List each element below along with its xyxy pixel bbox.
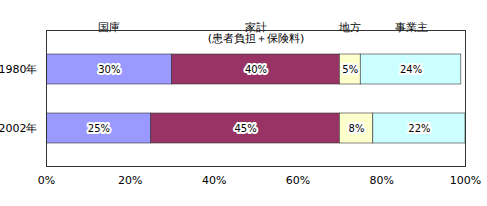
svg-text:22%: 22% [408, 123, 430, 134]
svg-text:40%: 40% [202, 174, 226, 187]
svg-text:30%: 30% [98, 64, 120, 75]
svg-text:45%: 45% [234, 123, 256, 134]
svg-text:5%: 5% [342, 64, 358, 75]
svg-text:国庫: 国庫 [98, 21, 120, 34]
svg-text:1980年: 1980年 [0, 63, 38, 76]
svg-text:25%: 25% [88, 123, 110, 134]
svg-text:2002年: 2002年 [0, 122, 38, 135]
svg-text:20%: 20% [118, 174, 142, 187]
svg-text:地方: 地方 [338, 21, 361, 34]
svg-text:100%: 100% [450, 174, 481, 187]
svg-text:40%: 40% [245, 64, 267, 75]
svg-text:家計(患者負担＋保険料): 家計(患者負担＋保険料) [208, 21, 305, 45]
svg-text:事業主: 事業主 [395, 21, 428, 34]
svg-text:60%: 60% [286, 174, 310, 187]
svg-text:0%: 0% [38, 174, 55, 187]
svg-text:24%: 24% [400, 64, 422, 75]
svg-text:8%: 8% [349, 123, 365, 134]
svg-text:80%: 80% [369, 174, 393, 187]
